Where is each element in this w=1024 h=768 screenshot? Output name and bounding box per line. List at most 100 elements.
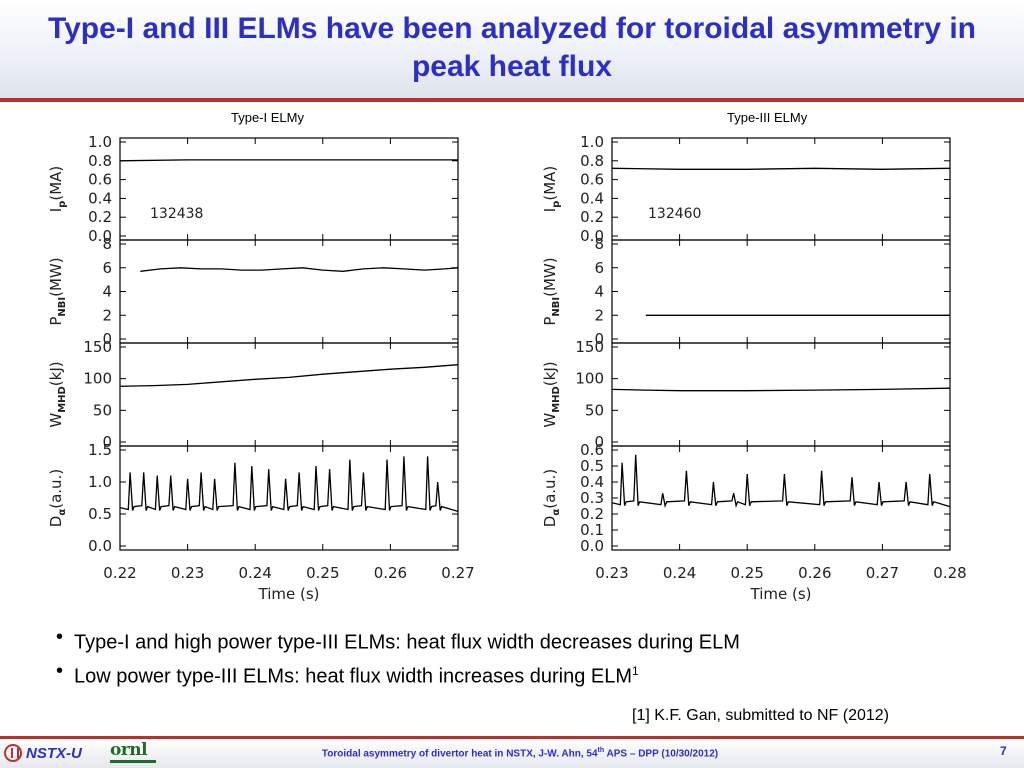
y-tick-label: 150 — [575, 338, 604, 356]
y-tick-label: 0.0 — [580, 227, 604, 245]
shot-number-label: 132460 — [648, 206, 701, 222]
footer-bar — [0, 739, 1024, 768]
y-tick-label: 0.0 — [580, 537, 604, 555]
right-chart: 0.00.20.40.60.81.0Ip(MA)13246002468PNBI(… — [541, 133, 967, 603]
y-tick-label: 0.6 — [88, 171, 112, 189]
y-tick-label: 0.1 — [580, 521, 604, 539]
title-band — [0, 0, 1024, 98]
y-tick-label: 8 — [102, 235, 112, 253]
y-tick-label: 150 — [83, 338, 112, 356]
ornl-logo-text: ornl — [110, 740, 148, 760]
slide-title: Type-I and III ELMs have been analyzed f… — [47, 12, 977, 83]
title-rule — [0, 98, 1024, 102]
y-tick-label: 0.3 — [580, 489, 604, 507]
y-tick-label: 0.4 — [88, 189, 112, 207]
x-tick-label: 0.26 — [374, 564, 407, 582]
y-tick-label: 0.2 — [580, 208, 604, 226]
y-tick-label: 4 — [594, 283, 604, 301]
bullet-text: Type-I and high power type-III ELMs: hea… — [74, 631, 740, 654]
y-tick-label: 0.2 — [88, 208, 112, 226]
x-tick-label: 0.24 — [238, 564, 271, 582]
x-tick-label: 0.28 — [933, 564, 966, 582]
y-tick-label: 0.8 — [580, 152, 604, 170]
y-tick-label: 6 — [102, 259, 112, 277]
y-axis-label: Dα(a.u.) — [541, 469, 562, 527]
y-tick-label: 0 — [594, 433, 604, 451]
x-axis-label: Time (s) — [750, 585, 812, 603]
bullet-text: Low power type-III ELMs: heat flux width… — [74, 665, 633, 688]
right-chart-title: Type-III ELMy — [727, 110, 808, 125]
footer-caption-tail: APS – DPP (10/30/2012) — [604, 748, 719, 760]
y-axis-label: Dα(a.u.) — [47, 469, 68, 527]
y-tick-label: 0.5 — [580, 457, 604, 475]
plot-frame — [611, 445, 951, 551]
x-tick-label: 0.23 — [595, 564, 628, 582]
y-axis-label: Ip(MA) — [47, 166, 68, 213]
y-tick-label: 8 — [594, 235, 604, 253]
y-tick-label: 0 — [594, 330, 604, 348]
y-tick-label: 0.6 — [580, 171, 604, 189]
ornl-logo: ornl — [110, 741, 156, 765]
y-tick-label: 0.2 — [580, 505, 604, 523]
data-series-line — [119, 364, 459, 387]
plot-frame — [119, 137, 459, 241]
ornl-logo-bar — [110, 760, 156, 763]
y-axis-label: Ip(MA) — [541, 166, 562, 213]
reference-citation: [1] K.F. Gan, submitted to NF (2012) — [632, 707, 889, 724]
bullet-marker: • — [56, 660, 64, 682]
x-tick-label: 0.25 — [730, 564, 763, 582]
y-tick-label: 6 — [594, 259, 604, 277]
y-tick-label: 0.4 — [580, 189, 604, 207]
y-tick-label: 1.0 — [88, 133, 112, 151]
y-axis-label: PNBI(MW) — [541, 257, 562, 325]
x-axis-label: Time (s) — [258, 585, 320, 603]
y-tick-label: 0.0 — [88, 227, 112, 245]
footer-rule — [0, 736, 1024, 739]
nstx-logo: NSTX-U — [4, 742, 82, 764]
y-tick-label: 0.4 — [580, 473, 604, 491]
y-axis-label: PNBI(MW) — [47, 257, 68, 325]
y-tick-label: 0 — [102, 433, 112, 451]
y-tick-label: 0.0 — [88, 537, 112, 555]
y-tick-label: 2 — [594, 306, 604, 324]
bullet-list: • Type-I and high power type-III ELMs: h… — [56, 623, 1006, 691]
left-chart-title: Type-I ELMy — [231, 110, 304, 125]
x-tick-label: 0.26 — [798, 564, 831, 582]
data-series-line — [611, 167, 951, 170]
page-number: 7 — [1000, 744, 1007, 758]
bullet-superscript: 1 — [632, 664, 639, 678]
x-tick-label: 0.25 — [306, 564, 339, 582]
footer-caption-main: Toroidal asymmetry of divertor heat in N… — [321, 748, 598, 760]
y-tick-label: 100 — [83, 370, 112, 388]
shot-number-label: 132438 — [150, 206, 203, 222]
plot-frame — [119, 342, 459, 447]
left-chart: 0.00.20.40.60.81.0Ip(MA)13243802468PNBI(… — [47, 133, 475, 603]
data-series-line — [119, 456, 459, 513]
y-tick-label: 50 — [93, 401, 112, 419]
y-tick-label: 2 — [102, 306, 112, 324]
plot-frame — [611, 137, 951, 241]
nstx-logo-text: NSTX-U — [26, 744, 82, 762]
plot-frame — [611, 342, 951, 447]
y-tick-label: 1.5 — [88, 441, 112, 459]
y-tick-label: 100 — [575, 370, 604, 388]
nstx-logo-icon — [4, 744, 22, 762]
y-tick-label: 0.6 — [580, 441, 604, 459]
x-tick-label: 0.23 — [171, 564, 204, 582]
data-series-line — [119, 159, 458, 162]
x-tick-label: 0.22 — [103, 564, 136, 582]
x-tick-label: 0.27 — [866, 564, 899, 582]
y-tick-label: 0.8 — [88, 152, 112, 170]
data-series-line — [611, 387, 951, 392]
footer-caption: Toroidal asymmetry of divertor heat in N… — [250, 747, 790, 759]
footer-caption-sup: th — [597, 747, 605, 754]
plot-frame — [119, 239, 459, 344]
y-tick-label: 0 — [102, 330, 112, 348]
data-series-line — [611, 454, 951, 509]
x-tick-label: 0.27 — [441, 564, 474, 582]
y-tick-label: 50 — [585, 401, 604, 419]
plot-frame — [611, 239, 951, 344]
bullet-item: • Type-I and high power type-III ELMs: h… — [56, 623, 1006, 657]
bullet-marker: • — [56, 626, 64, 648]
